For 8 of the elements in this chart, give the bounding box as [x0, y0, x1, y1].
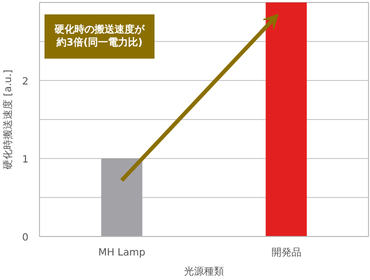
- x-tick-label: 開発品: [271, 248, 302, 258]
- x-axis-title: 光源種類: [184, 266, 224, 278]
- annotation: 硬化時の搬送速度が約3倍(同一電力比): [54, 23, 146, 49]
- y-tick-label: 2: [22, 76, 29, 88]
- y-tick-label: 1: [22, 154, 29, 166]
- y-tick-label: 0: [22, 232, 29, 244]
- y-axis-title: 硬化時搬送速度 [a.u.]: [2, 70, 14, 170]
- x-tick-label: MH Lamp: [98, 248, 146, 258]
